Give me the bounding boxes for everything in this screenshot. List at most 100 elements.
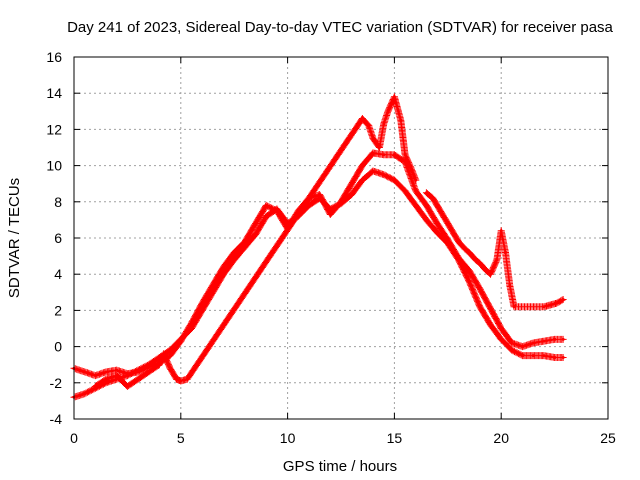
data-point [350,193,354,197]
data-point [254,222,258,226]
data-point [136,370,140,374]
data-point [489,307,493,311]
data-point [521,354,525,358]
data-point [542,339,546,343]
data-point [136,377,140,381]
y-axis-label: SDTVAR / TECUs [6,178,23,298]
series-track-d [422,189,567,311]
data-point [162,352,166,356]
y-tick-label: -4 [50,411,63,427]
data-point [243,240,247,244]
data-point [189,321,193,325]
data-point [446,222,450,226]
data-point [555,301,559,305]
data-point [435,231,439,235]
data-point [168,366,172,370]
data-point [403,189,407,193]
data-point [424,218,428,222]
x-tick-label: 25 [600,430,616,446]
data-point [561,355,565,359]
series-markers [422,189,567,311]
data-point [211,283,215,287]
data-point [542,305,546,309]
x-axis-label: GPS time / hours [283,458,397,475]
data-point [254,232,258,236]
data-point [414,203,418,207]
data-point [553,355,557,359]
data-point [392,95,396,99]
data-point [561,298,565,302]
data-point [104,370,108,374]
data-point [275,209,279,213]
data-point [371,136,375,140]
data-point [392,178,396,182]
data-point [168,354,172,358]
y-tick-label: -2 [50,375,63,391]
data-point [467,269,471,273]
data-point [446,238,450,242]
data-point [175,377,179,381]
data-point [424,191,428,195]
data-point [382,153,386,157]
series-markers [91,93,420,390]
y-tick-label: 12 [46,121,62,137]
data-point [548,303,552,307]
data-point [435,203,439,207]
data-point [360,164,364,168]
data-point [125,372,129,376]
data-point [386,109,390,113]
data-point [499,327,503,330]
data-point [435,222,439,226]
data-point [499,229,503,233]
y-tick-label: 6 [54,230,62,246]
data-point [350,182,354,186]
y-tick-label: 2 [54,302,62,318]
y-tick-label: 16 [46,49,62,65]
data-point [478,287,482,291]
data-point [508,283,512,287]
data-point [531,341,535,345]
data-point [264,203,268,207]
data-point [264,214,268,218]
data-point [489,323,493,327]
data-point [478,305,482,309]
y-tick-label: 4 [54,266,62,282]
data-point [232,258,236,262]
data-point [222,265,226,269]
data-point [456,256,460,260]
data-point [371,169,375,173]
data-point [232,250,236,254]
data-point [179,339,183,343]
data-point [125,384,129,388]
data-point [431,196,435,200]
data-point [179,379,183,383]
data-point [456,240,460,244]
chart-title: Day 241 of 2023, Sidereal Day-to-day VTE… [67,19,613,36]
data-point [553,337,557,341]
data-point [377,146,381,149]
data-point [93,374,97,378]
data-point [382,173,386,177]
data-point [495,258,499,262]
data-point [147,365,151,369]
data-point [318,193,322,197]
data-point [185,377,189,381]
data-point [414,189,418,193]
data-point [403,153,407,157]
data-point [484,269,488,273]
data-point [83,392,87,396]
data-point [382,122,386,126]
data-point [489,272,493,276]
data-point [503,250,507,254]
data-point [512,305,516,309]
data-point [371,151,375,155]
data-point [531,354,535,358]
data-point [83,370,87,374]
data-point [561,337,565,341]
data-point [452,232,456,236]
axis-ticks: 0 5 10 15 20 25 -4 -2 0 2 4 6 8 10 12 14 16 [46,49,616,446]
x-tick-label: 15 [387,430,403,446]
x-tick-label: 5 [177,430,185,446]
data-point [147,370,151,374]
